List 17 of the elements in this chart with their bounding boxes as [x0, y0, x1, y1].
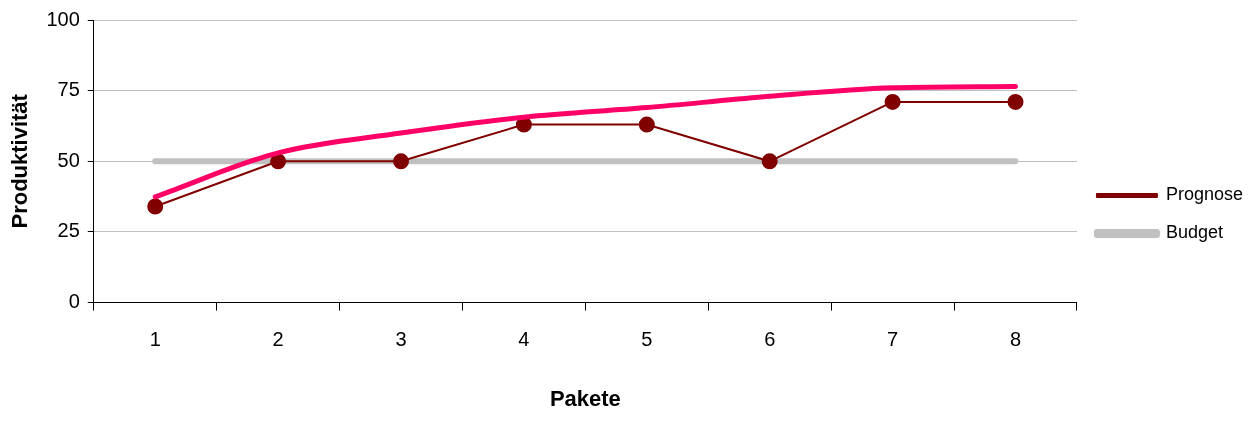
x-tick-label: 3	[395, 328, 407, 351]
x-tick-label: 2	[272, 328, 284, 351]
y-tick-label: 100	[46, 7, 80, 30]
x-tick-label: 5	[641, 328, 653, 351]
y-axis-title: Produktivität	[7, 93, 33, 229]
x-tick-label: 6	[764, 328, 776, 351]
y-tick-label: 0	[68, 290, 80, 313]
x-tick-label: 8	[1009, 328, 1022, 351]
y-tick-label: 25	[57, 219, 80, 242]
x-tick-label: 4	[518, 328, 530, 351]
y-tick-label: 75	[57, 78, 80, 101]
x-tick-label: 1	[149, 328, 161, 351]
x-axis-title: Pakete	[549, 385, 621, 411]
y-tick-label: 50	[57, 148, 80, 171]
legend-label: Prognose	[1165, 184, 1244, 205]
legend-label: Budget	[1165, 222, 1224, 243]
x-tick-label: 7	[887, 328, 899, 351]
